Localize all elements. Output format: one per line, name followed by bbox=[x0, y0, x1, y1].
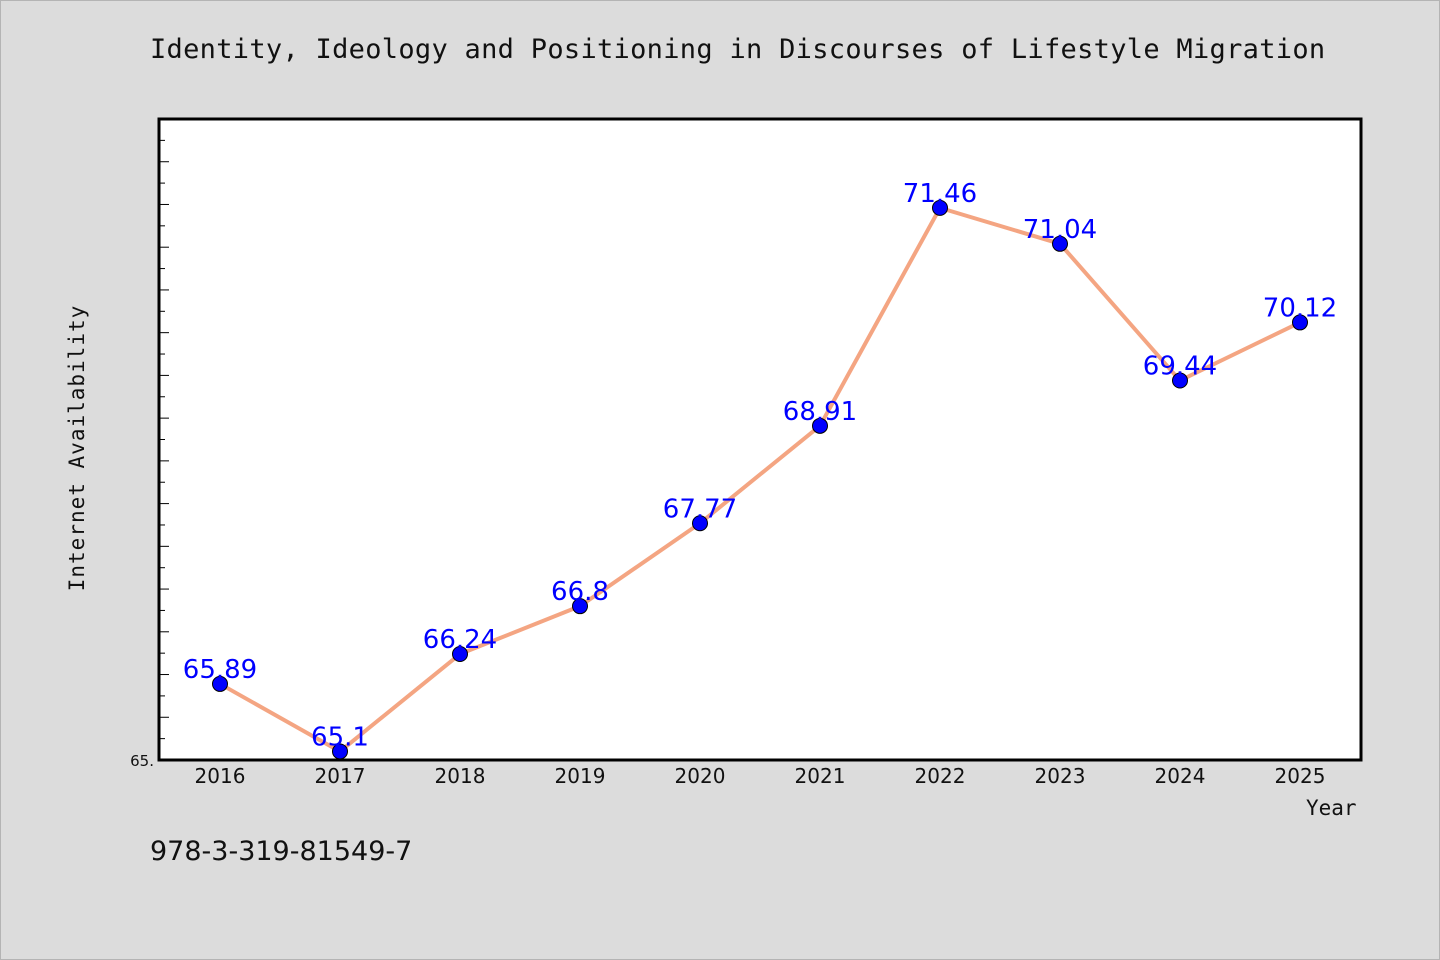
data-point bbox=[332, 743, 348, 760]
data-label: 65.1 bbox=[311, 722, 369, 752]
x-axis-label: Year bbox=[1306, 796, 1357, 820]
x-tick-label: 2021 bbox=[795, 764, 846, 788]
x-tick-label: 2016 bbox=[195, 764, 246, 788]
data-label: 66.24 bbox=[423, 625, 497, 655]
data-label: 67.77 bbox=[663, 494, 737, 524]
series-line bbox=[218, 205, 1302, 754]
y-tick-label: 65. bbox=[130, 752, 154, 770]
data-label: 71.46 bbox=[903, 179, 977, 209]
chart-title: Identity, Ideology and Positioning in Di… bbox=[150, 34, 1326, 65]
data-point bbox=[1052, 235, 1068, 252]
x-tick-label: 2020 bbox=[675, 764, 726, 788]
series-layer: 65.89 65.1 66.24 66.8 67.77 68.91 71.46 71.04 69… bbox=[183, 179, 1337, 760]
data-point bbox=[1172, 372, 1188, 389]
y-axis-ticks bbox=[159, 139, 169, 740]
data-point bbox=[812, 417, 828, 434]
x-axis-tick-labels: 2016 2017 2018 2019 2020 2021 2022 2023 2024 2025 bbox=[195, 764, 1326, 788]
data-point bbox=[932, 199, 948, 216]
data-point bbox=[572, 598, 588, 615]
x-tick-label: 2022 bbox=[915, 764, 966, 788]
isbn-label: 978-3-319-81549-7 bbox=[150, 836, 413, 867]
plot-area bbox=[157, 117, 1363, 762]
data-label: 65.89 bbox=[183, 655, 257, 685]
data-point bbox=[1292, 314, 1308, 331]
x-tick-label: 2019 bbox=[555, 764, 606, 788]
data-label: 71.04 bbox=[1023, 215, 1097, 245]
data-label: 70.12 bbox=[1263, 293, 1337, 323]
x-tick-label: 2017 bbox=[315, 764, 366, 788]
data-point bbox=[692, 515, 708, 532]
data-label: 68.91 bbox=[783, 397, 857, 427]
x-tick-label: 2023 bbox=[1035, 764, 1086, 788]
data-point bbox=[212, 675, 228, 692]
data-label: 66.8 bbox=[551, 577, 609, 607]
x-tick-label: 2018 bbox=[435, 764, 486, 788]
data-label: 69.44 bbox=[1143, 352, 1217, 382]
data-point bbox=[452, 646, 468, 663]
x-tick-label: 2024 bbox=[1155, 764, 1206, 788]
x-tick-label: 2025 bbox=[1275, 764, 1326, 788]
